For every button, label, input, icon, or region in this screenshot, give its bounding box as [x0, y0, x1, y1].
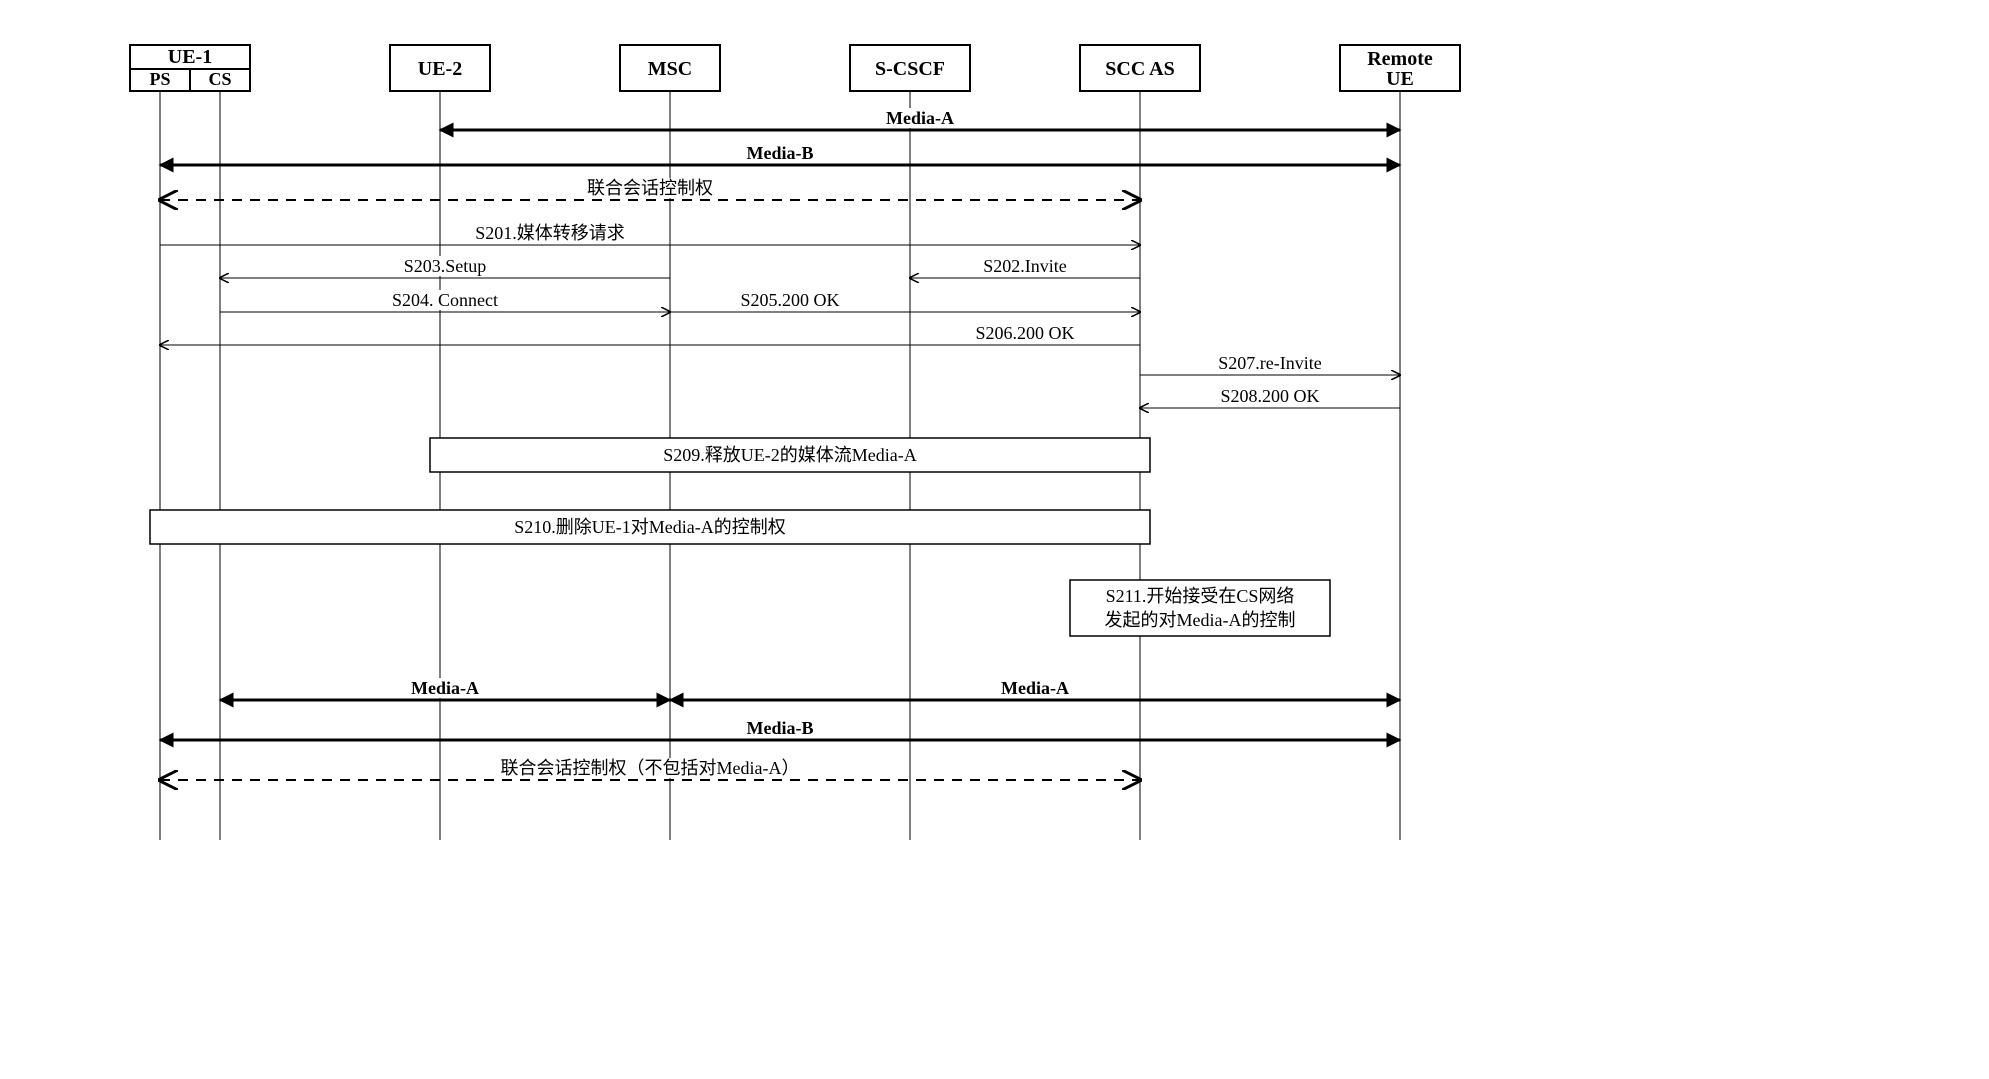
note-text-2-1: 发起的对Media-A的控制 [1105, 610, 1296, 630]
message-label-1: Media-B [747, 143, 814, 163]
message-label-3: S201.媒体转移请求 [475, 223, 625, 243]
note-text-0: S209.释放UE-2的媒体流Media-A [663, 445, 916, 465]
note-text-2-0: S211.开始接受在CS网络 [1106, 586, 1295, 606]
participant-ue2: UE-2 [390, 45, 490, 91]
participant-msc: MSC [620, 45, 720, 91]
sequence-diagram: UE-1PS CS UE-2 MSC S-CSCF SCC AS RemoteUE Media… [20, 20, 1969, 855]
participant-label-ue1: UE-1 [168, 46, 212, 68]
message-label-5: S203.Setup [404, 256, 487, 276]
note-text-1: S210.删除UE-1对Media-A的控制权 [514, 517, 785, 537]
message-label-2: 联合会话控制权 [587, 178, 713, 198]
participant-scscf: S-CSCF [850, 45, 970, 91]
participant-sublabel-ps: PS [149, 69, 170, 89]
message-label-12: Media-A [1001, 678, 1069, 698]
participant-ue1: UE-1PS CS [130, 45, 250, 91]
message-label-13: Media-B [747, 718, 814, 738]
participant-label-msc: MSC [648, 58, 692, 80]
participant-label-rue-1: Remote [1367, 48, 1433, 70]
message-label-8: S206.200 OK [975, 323, 1074, 343]
participant-label-rue-2: UE [1386, 68, 1414, 90]
message-label-4: S202.Invite [983, 256, 1067, 276]
message-label-7: S205.200 OK [740, 290, 839, 310]
participant-label-ue2: UE-2 [418, 58, 462, 80]
message-label-0: Media-A [886, 108, 954, 128]
message-label-10: S208.200 OK [1220, 386, 1319, 406]
message-label-14: 联合会话控制权（不包括对Media-A） [501, 758, 800, 778]
message-label-11: Media-A [411, 678, 479, 698]
participant-sccas: SCC AS [1080, 45, 1200, 91]
participant-sublabel-cs: CS [208, 69, 231, 89]
participant-label-sccas: SCC AS [1105, 58, 1174, 80]
participant-label-scscf: S-CSCF [875, 58, 945, 80]
message-label-9: S207.re-Invite [1218, 353, 1321, 373]
participant-rue: RemoteUE [1340, 45, 1460, 91]
message-label-6: S204. Connect [392, 290, 498, 310]
